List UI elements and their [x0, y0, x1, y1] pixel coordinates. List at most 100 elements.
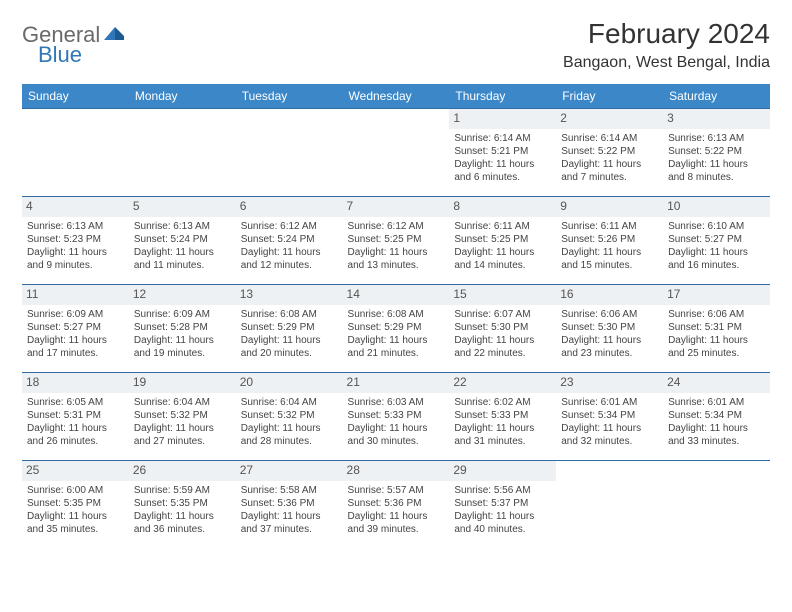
- daylight-text-2: and 15 minutes.: [561, 259, 658, 272]
- calendar-cell: 5Sunrise: 6:13 AMSunset: 5:24 PMDaylight…: [129, 197, 236, 285]
- calendar-cell: 15 Sunrise: 6:07 AMSunset: 5:30 PMDayligh…: [449, 285, 556, 373]
- sunrise-text: Sunrise: 6:01 AM: [668, 396, 765, 409]
- calendar-row: 4Sunrise: 6:13 AMSunset: 5:23 PMDaylight…: [22, 197, 770, 285]
- day-number: 7: [343, 197, 450, 217]
- daylight-text-2: and 17 minutes.: [27, 347, 124, 360]
- day-number: 10: [663, 197, 770, 217]
- daylight-text-1: Daylight: 11 hours: [668, 422, 765, 435]
- sunrise-text: Sunrise: 5:59 AM: [134, 484, 231, 497]
- daylight-text-1: Daylight: 11 hours: [561, 158, 658, 171]
- calendar-cell: 18Sunrise: 6:05 AMSunset: 5:31 PMDayligh…: [22, 373, 129, 461]
- day-number: 22: [449, 373, 556, 393]
- calendar-cell: 25Sunrise: 6:00 AMSunset: 5:35 PMDayligh…: [22, 461, 129, 549]
- sunrise-text: Sunrise: 6:13 AM: [27, 220, 124, 233]
- day-number: 12: [129, 285, 236, 305]
- logo-word-2-wrap: Blue: [38, 42, 82, 68]
- daylight-text-1: Daylight: 11 hours: [668, 334, 765, 347]
- daylight-text-1: Daylight: 11 hours: [668, 158, 765, 171]
- weekday-header: Sunday: [22, 84, 129, 109]
- daylight-text-2: and 25 minutes.: [668, 347, 765, 360]
- sunrise-text: Sunrise: 5:56 AM: [454, 484, 551, 497]
- calendar-cell: 10Sunrise: 6:10 AMSunset: 5:27 PMDayligh…: [663, 197, 770, 285]
- day-number: 20: [236, 373, 343, 393]
- sunrise-text: Sunrise: 6:13 AM: [668, 132, 765, 145]
- calendar-cell: 17Sunrise: 6:06 AMSunset: 5:31 PMDayligh…: [663, 285, 770, 373]
- calendar-cell: 3Sunrise: 6:13 AMSunset: 5:22 PMDaylight…: [663, 109, 770, 197]
- calendar-row: 11Sunrise: 6:09 AMSunset: 5:27 PMDayligh…: [22, 285, 770, 373]
- sunset-text: Sunset: 5:24 PM: [241, 233, 338, 246]
- sunrise-text: Sunrise: 6:03 AM: [348, 396, 445, 409]
- sunset-text: Sunset: 5:34 PM: [561, 409, 658, 422]
- day-number: 13: [236, 285, 343, 305]
- daylight-text-1: Daylight: 11 hours: [134, 422, 231, 435]
- calendar-cell: 13Sunrise: 6:08 AMSunset: 5:29 PMDayligh…: [236, 285, 343, 373]
- sunrise-text: Sunrise: 6:02 AM: [454, 396, 551, 409]
- daylight-text-2: and 13 minutes.: [348, 259, 445, 272]
- calendar-cell: 8Sunrise: 6:11 AMSunset: 5:25 PMDaylight…: [449, 197, 556, 285]
- sunrise-text: Sunrise: 6:04 AM: [134, 396, 231, 409]
- sunset-text: Sunset: 5:29 PM: [348, 321, 445, 334]
- sunset-text: Sunset: 5:28 PM: [134, 321, 231, 334]
- calendar-cell: 12Sunrise: 6:09 AMSunset: 5:28 PMDayligh…: [129, 285, 236, 373]
- calendar-cell: 27Sunrise: 5:58 AMSunset: 5:36 PMDayligh…: [236, 461, 343, 549]
- calendar-row: 25Sunrise: 6:00 AMSunset: 5:35 PMDayligh…: [22, 461, 770, 549]
- daylight-text-2: and 37 minutes.: [241, 523, 338, 536]
- calendar-cell: 11Sunrise: 6:09 AMSunset: 5:27 PMDayligh…: [22, 285, 129, 373]
- day-number: 4: [22, 197, 129, 217]
- title-block: February 2024 Bangaon, West Bengal, Indi…: [563, 18, 770, 72]
- sunset-text: Sunset: 5:30 PM: [454, 321, 551, 334]
- daylight-text-2: and 39 minutes.: [348, 523, 445, 536]
- daylight-text-2: and 36 minutes.: [134, 523, 231, 536]
- daylight-text-1: Daylight: 11 hours: [348, 510, 445, 523]
- daylight-text-2: and 22 minutes.: [454, 347, 551, 360]
- calendar-cell: 9Sunrise: 6:11 AMSunset: 5:26 PMDaylight…: [556, 197, 663, 285]
- weekday-header: Friday: [556, 84, 663, 109]
- sunrise-text: Sunrise: 6:06 AM: [668, 308, 765, 321]
- daylight-text-2: and 35 minutes.: [27, 523, 124, 536]
- day-number: 25: [22, 461, 129, 481]
- sunset-text: Sunset: 5:24 PM: [134, 233, 231, 246]
- day-number: 23: [556, 373, 663, 393]
- daylight-text-2: and 31 minutes.: [454, 435, 551, 448]
- daylight-text-1: Daylight: 11 hours: [27, 246, 124, 259]
- day-number: 8: [449, 197, 556, 217]
- daylight-text-1: Daylight: 11 hours: [241, 422, 338, 435]
- daylight-text-1: Daylight: 11 hours: [134, 510, 231, 523]
- daylight-text-2: and 8 minutes.: [668, 171, 765, 184]
- day-number: 27: [236, 461, 343, 481]
- sunset-text: Sunset: 5:26 PM: [561, 233, 658, 246]
- sunset-text: Sunset: 5:35 PM: [27, 497, 124, 510]
- daylight-text-2: and 30 minutes.: [348, 435, 445, 448]
- sunrise-text: Sunrise: 6:08 AM: [241, 308, 338, 321]
- sunrise-text: Sunrise: 6:12 AM: [241, 220, 338, 233]
- sunrise-text: Sunrise: 6:11 AM: [561, 220, 658, 233]
- daylight-text-1: Daylight: 11 hours: [241, 334, 338, 347]
- calendar-cell: [556, 461, 663, 549]
- daylight-text-1: Daylight: 11 hours: [27, 334, 124, 347]
- day-number: 15: [449, 285, 556, 305]
- calendar-cell: [22, 109, 129, 197]
- day-number: 16: [556, 285, 663, 305]
- sunrise-text: Sunrise: 6:14 AM: [454, 132, 551, 145]
- day-number: 6: [236, 197, 343, 217]
- daylight-text-2: and 6 minutes.: [454, 171, 551, 184]
- daylight-text-1: Daylight: 11 hours: [454, 334, 551, 347]
- day-number: 29: [449, 461, 556, 481]
- daylight-text-1: Daylight: 11 hours: [454, 422, 551, 435]
- sunset-text: Sunset: 5:22 PM: [561, 145, 658, 158]
- calendar-cell: 14Sunrise: 6:08 AMSunset: 5:29 PMDayligh…: [343, 285, 450, 373]
- calendar-cell: 26Sunrise: 5:59 AMSunset: 5:35 PMDayligh…: [129, 461, 236, 549]
- day-number: 9: [556, 197, 663, 217]
- weekday-header: Wednesday: [343, 84, 450, 109]
- calendar-cell: 6Sunrise: 6:12 AMSunset: 5:24 PMDaylight…: [236, 197, 343, 285]
- daylight-text-2: and 14 minutes.: [454, 259, 551, 272]
- calendar-cell: [343, 109, 450, 197]
- weekday-header: Saturday: [663, 84, 770, 109]
- sunrise-text: Sunrise: 6:11 AM: [454, 220, 551, 233]
- daylight-text-1: Daylight: 11 hours: [27, 422, 124, 435]
- sunrise-text: Sunrise: 6:04 AM: [241, 396, 338, 409]
- sunrise-text: Sunrise: 6:07 AM: [454, 308, 551, 321]
- daylight-text-1: Daylight: 11 hours: [454, 246, 551, 259]
- day-number: 5: [129, 197, 236, 217]
- sunset-text: Sunset: 5:33 PM: [454, 409, 551, 422]
